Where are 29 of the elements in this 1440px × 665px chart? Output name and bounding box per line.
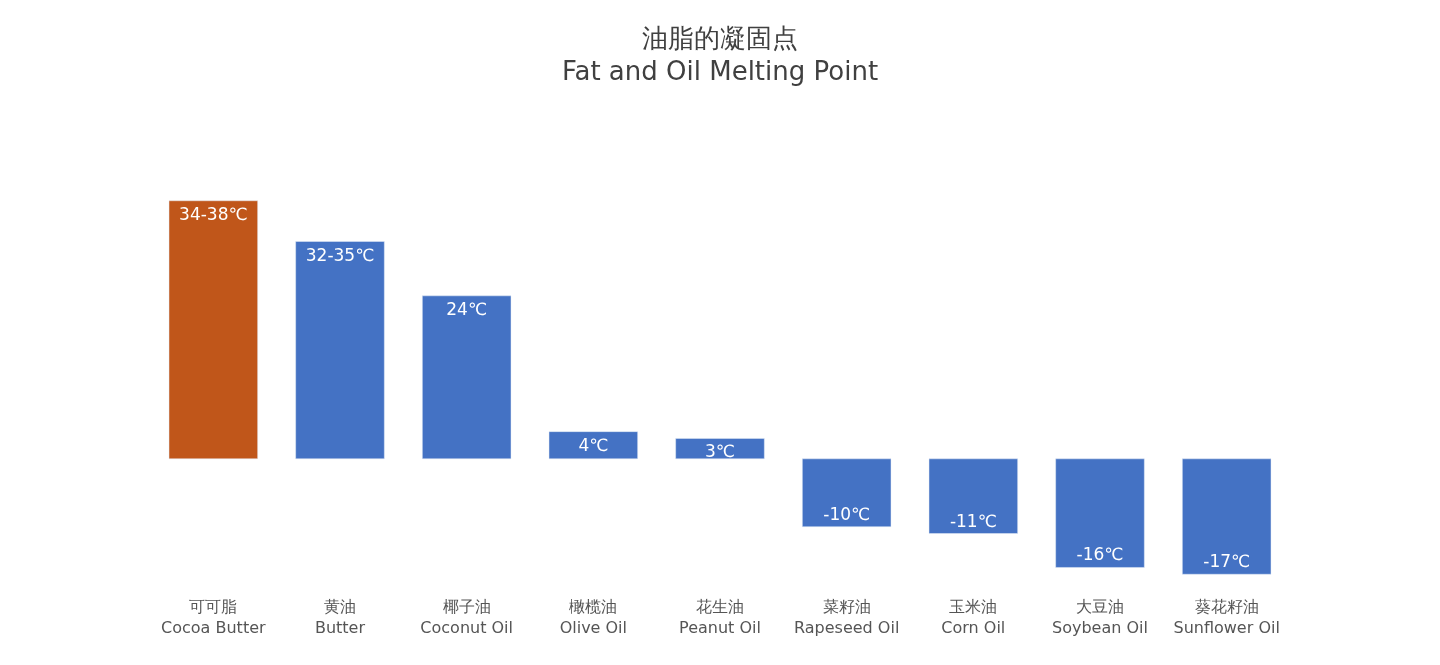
- bar: [1055, 458, 1145, 568]
- data-label: -11℃: [949, 510, 997, 531]
- data-label: -16℃: [1076, 544, 1124, 565]
- data-label: -10℃: [823, 503, 871, 524]
- x-tick-label: 花生油 Peanut Oil: [679, 597, 761, 637]
- x-tick-label: 葵花籽油 Sunflower Oil: [1173, 597, 1280, 637]
- bar: [802, 458, 892, 527]
- bar: [168, 200, 258, 460]
- data-label: 24℃: [446, 298, 488, 319]
- data-label: 4℃: [578, 434, 609, 455]
- x-tick-label: 橄榄油 Olive Oil: [559, 597, 628, 637]
- x-tick-label: 可可脂 Cocoa Butter: [161, 597, 267, 637]
- bar: [548, 431, 638, 460]
- bar: [422, 295, 512, 460]
- chart-subtitle: Fat and Oil Melting Point: [561, 56, 879, 87]
- data-label: -17℃: [1203, 551, 1251, 572]
- bar: [675, 438, 765, 460]
- bar: [928, 458, 1018, 534]
- data-label: 34-38℃: [179, 203, 248, 224]
- x-tick-label: 大豆油 Soybean Oil: [1052, 597, 1148, 637]
- bar: [295, 241, 385, 460]
- data-label: 3℃: [705, 441, 735, 462]
- data-label: 32-35℃: [305, 244, 375, 265]
- x-tick-label: 黄油 Butter: [314, 597, 366, 637]
- bar: [1182, 458, 1272, 575]
- chart-title: 油脂的凝固点: [642, 22, 798, 53]
- x-tick-label: 玉米油 Corn Oil: [941, 597, 1006, 637]
- x-tick-label: 椰子油 Coconut Oil: [420, 597, 514, 637]
- x-tick-label: 菜籽油 Rapeseed Oil: [794, 597, 900, 637]
